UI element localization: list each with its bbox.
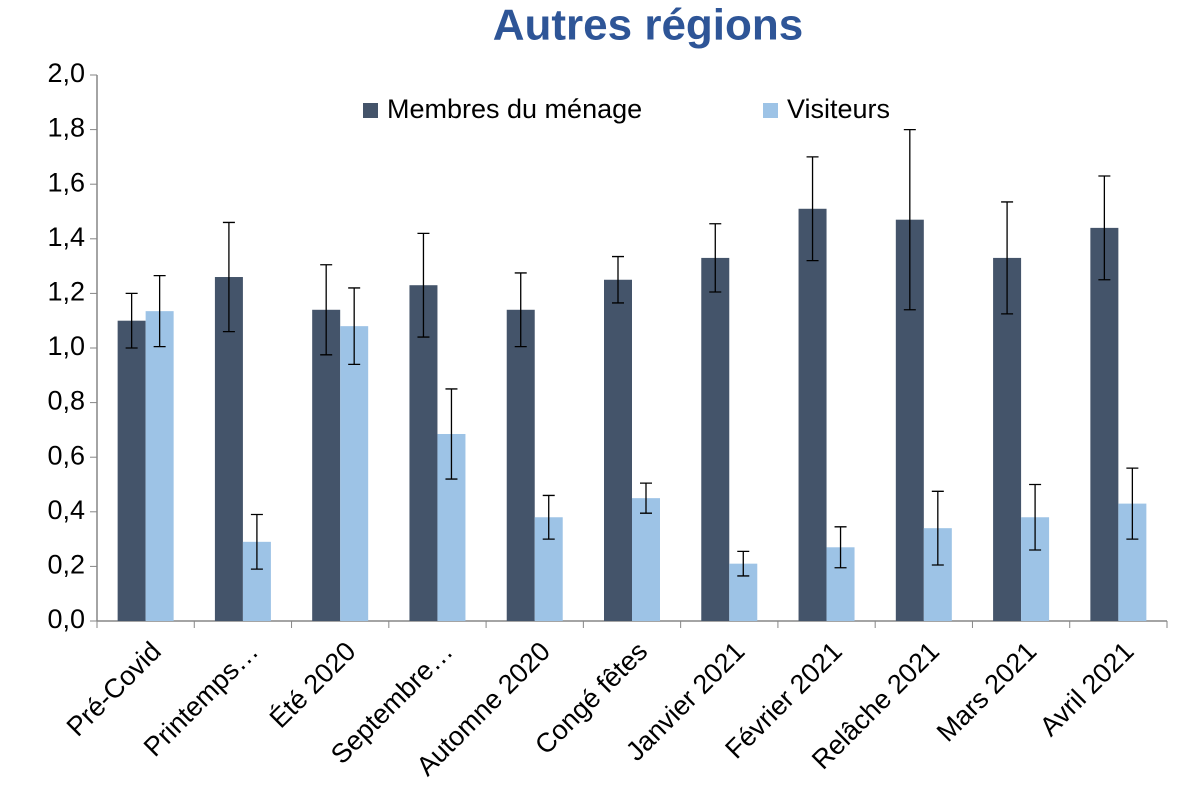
y-tick-label: 2,0 <box>47 58 85 88</box>
error-bar <box>1098 175 1111 281</box>
y-tick-label: 1,6 <box>47 167 85 197</box>
legend-swatch <box>763 103 778 118</box>
error-bar <box>320 264 333 356</box>
bar <box>993 257 1022 621</box>
error-bar <box>1126 467 1139 540</box>
error-bar <box>834 526 847 569</box>
bar <box>1090 227 1119 621</box>
error-bar <box>153 275 166 348</box>
bar <box>701 257 730 621</box>
error-bar <box>1029 483 1042 551</box>
bar <box>145 311 174 621</box>
error-bar <box>931 490 944 566</box>
y-tick-label: 1,4 <box>47 222 85 252</box>
chart-title: Autres régions <box>493 1 804 50</box>
bar <box>214 277 243 621</box>
error-bar <box>903 128 916 311</box>
y-tick-label: 0,8 <box>47 386 85 416</box>
error-bar <box>125 292 138 349</box>
y-tick-label: 1,2 <box>47 277 85 307</box>
bar <box>312 309 341 621</box>
bar <box>117 320 146 621</box>
error-bar <box>348 287 361 366</box>
error-bar <box>542 494 555 540</box>
legend-label: Membres du ménage <box>387 94 642 124</box>
error-bar <box>709 223 722 293</box>
x-tick-label: Mars 2021 <box>931 636 1042 747</box>
y-tick-label: 1,8 <box>47 113 85 143</box>
error-bar <box>806 156 819 262</box>
error-bar <box>445 388 458 480</box>
bar <box>604 279 632 621</box>
y-tick-label: 1,0 <box>47 331 85 361</box>
y-tick-label: 0,2 <box>47 550 85 580</box>
error-bar <box>640 482 652 514</box>
error-bar <box>514 272 527 348</box>
bar <box>409 285 438 621</box>
error-bar <box>250 513 263 570</box>
y-tick-label: 0,0 <box>47 604 85 634</box>
bar <box>506 309 535 621</box>
error-bar <box>737 550 750 577</box>
error-bar <box>222 221 235 333</box>
y-tick-label: 0,4 <box>47 495 85 525</box>
x-tick-label: Pré-Covid <box>61 636 167 742</box>
legend-label: Visiteurs <box>787 94 890 124</box>
error-bar <box>417 232 430 338</box>
bar <box>632 498 660 621</box>
error-bar <box>612 255 624 304</box>
legend-swatch <box>363 103 378 118</box>
error-bar <box>1001 201 1014 315</box>
bar <box>798 208 827 621</box>
bar <box>340 326 369 621</box>
y-tick-label: 0,6 <box>47 440 85 470</box>
x-tick-label: Été 2020 <box>264 636 362 734</box>
x-tick-label: Avril 2021 <box>1034 636 1140 742</box>
